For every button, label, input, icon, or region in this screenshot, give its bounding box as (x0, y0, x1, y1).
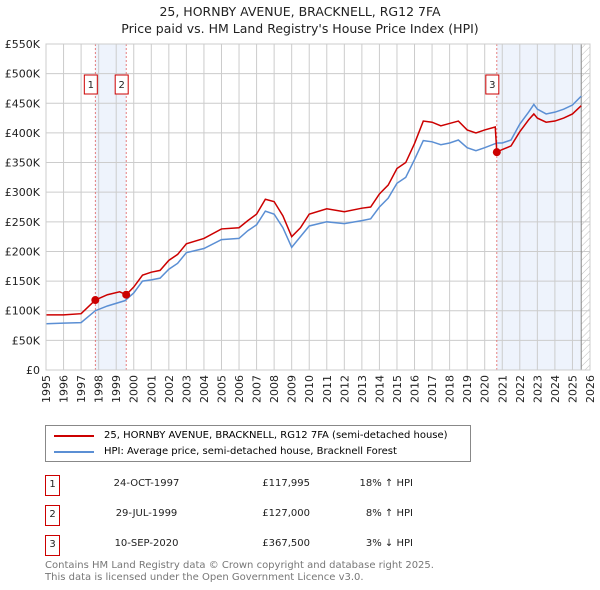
sale-number: 1 (45, 475, 60, 496)
legend-swatch-property (54, 435, 94, 437)
sale-price: £367,500 (262, 538, 310, 549)
x-tick-label: 2020 (479, 375, 492, 403)
sale-row: 3 10-SEP-2020 £367,500 3% ↓ HPI (45, 535, 465, 556)
y-tick-label: £450K (5, 97, 41, 110)
sale-label: 2 (119, 80, 125, 91)
sale-point (122, 290, 131, 299)
x-tick-label: 1995 (40, 375, 53, 403)
x-tick-label: 2009 (286, 375, 299, 403)
x-tick-label: 2024 (549, 375, 562, 403)
y-tick-label: £50K (12, 334, 41, 347)
sale-label: 3 (489, 80, 495, 91)
x-tick-label: 2003 (180, 375, 193, 403)
legend-swatch-hpi (54, 451, 94, 453)
x-tick-label: 2015 (391, 375, 404, 403)
y-tick-label: £550K (5, 38, 41, 51)
y-tick-label: £350K (5, 157, 41, 170)
x-tick-label: 2016 (409, 375, 422, 403)
x-tick-label: 2008 (268, 375, 281, 403)
x-tick-label: 2026 (584, 375, 597, 403)
x-tick-label: 2017 (426, 375, 439, 403)
x-tick-label: 2014 (373, 375, 386, 403)
x-tick-label: 2011 (321, 375, 334, 403)
x-tick-label: 2012 (338, 375, 351, 403)
footer: Contains HM Land Registry data © Crown c… (45, 560, 434, 584)
plot-border (45, 43, 591, 371)
x-tick-label: 2013 (356, 375, 369, 403)
x-tick-label: 1999 (110, 375, 123, 403)
y-tick-label: £250K (5, 216, 41, 229)
price-paid-line (46, 105, 582, 316)
x-tick-label: 2019 (461, 375, 474, 403)
x-tick-label: 2006 (233, 375, 246, 403)
sale-number: 3 (45, 535, 60, 556)
y-tick-label: £150K (5, 275, 41, 288)
y-tick-label: £0 (26, 364, 40, 377)
plot-area: 1995 1996 1997 1998 1999 2000 2001 2002 2003 2004… (5, 38, 597, 403)
x-tick-label: 1997 (75, 375, 88, 403)
x-tick-label: 2001 (145, 375, 158, 403)
x-tick-label: 1998 (93, 375, 106, 403)
legend: 25, HORNBY AVENUE, BRACKNELL, RG12 7FA (… (45, 425, 471, 462)
sale-point (492, 148, 501, 157)
sale-label-box (485, 74, 500, 95)
x-tick-label: 2004 (198, 375, 211, 403)
sale-price: £117,995 (262, 478, 310, 489)
x-tick-label: 2022 (514, 375, 527, 403)
y-tick-label: £100K (5, 305, 41, 318)
x-tick-label: 2021 (496, 375, 509, 403)
footer-line-2: This data is licensed under the Open Gov… (45, 572, 364, 583)
sale-point (91, 296, 100, 305)
hpi-line (45, 95, 582, 325)
sale-date: 29-JUL-1999 (115, 508, 178, 519)
sale-label-box (83, 74, 98, 95)
chart-title: 25, HORNBY AVENUE, BRACKNELL, RG12 7FA (159, 4, 441, 19)
sale-price: £127,000 (262, 508, 310, 519)
x-tick-label: 2000 (128, 375, 141, 403)
x-tick-label: 2023 (531, 375, 544, 403)
sale-hpi-diff: 3% ↓ HPI (365, 538, 413, 549)
sale-date: 24-OCT-1997 (113, 478, 180, 489)
forecast-hatch (581, 44, 590, 370)
legend-label-hpi: HPI: Average price, semi-detached house,… (104, 446, 397, 457)
x-tick-label: 2018 (444, 375, 457, 403)
footer-line-1: Contains HM Land Registry data © Crown c… (45, 560, 434, 571)
x-tick-label: 2002 (163, 375, 176, 403)
legend-label-property: 25, HORNBY AVENUE, BRACKNELL, RG12 7FA (… (104, 430, 448, 441)
sale-label-box (114, 74, 129, 95)
y-tick-label: £500K (5, 68, 41, 81)
sale-hpi-diff: 18% ↑ HPI (359, 478, 413, 489)
x-tick-label: 2005 (215, 375, 228, 403)
sale-number: 2 (45, 505, 60, 526)
x-tick-label: 2007 (251, 375, 264, 403)
x-tick-label: 2025 (566, 375, 579, 403)
chart-subtitle: Price paid vs. HM Land Registry's House … (121, 21, 479, 36)
sale-hpi-diff: 8% ↑ HPI (365, 508, 413, 519)
y-tick-label: £200K (5, 245, 41, 258)
x-tick-label: 1996 (58, 375, 71, 403)
x-tick-label: 2010 (303, 375, 316, 403)
sale-label: 1 (88, 80, 94, 91)
sale-row: 1 24-OCT-1997 £117,995 18% ↑ HPI (45, 475, 465, 496)
y-tick-label: £300K (5, 186, 41, 199)
sale-row: 2 29-JUL-1999 £127,000 8% ↑ HPI (45, 505, 465, 526)
shaded-region (496, 44, 582, 370)
shaded-region (95, 44, 127, 370)
y-tick-label: £400K (5, 127, 41, 140)
sale-date: 10-SEP-2020 (114, 538, 179, 549)
